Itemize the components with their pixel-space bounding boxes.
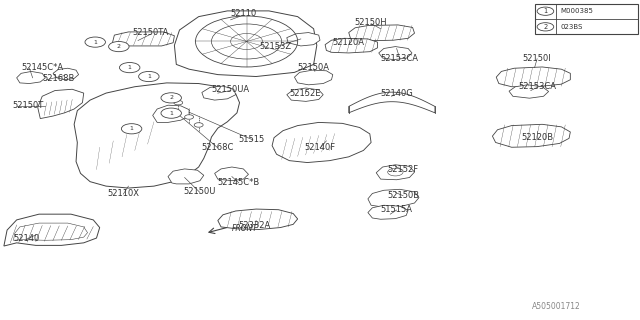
- Text: 52140G: 52140G: [380, 89, 413, 98]
- Polygon shape: [349, 92, 435, 113]
- Polygon shape: [325, 38, 378, 53]
- Polygon shape: [379, 47, 412, 60]
- Text: 52150I: 52150I: [523, 53, 552, 62]
- Text: 52152E: 52152E: [289, 89, 321, 98]
- Text: 52140F: 52140F: [305, 143, 335, 152]
- Text: 52153CA: 52153CA: [381, 53, 419, 62]
- Text: 1: 1: [147, 74, 151, 79]
- Text: 52145C*A: 52145C*A: [22, 63, 64, 72]
- Polygon shape: [13, 223, 88, 240]
- Circle shape: [537, 23, 554, 31]
- Polygon shape: [113, 32, 174, 46]
- Polygon shape: [4, 214, 100, 246]
- Text: 52150B: 52150B: [387, 190, 419, 200]
- Text: 023BS: 023BS: [560, 24, 582, 30]
- Polygon shape: [218, 209, 298, 229]
- Text: 52168C: 52168C: [202, 143, 234, 152]
- Text: 1: 1: [169, 111, 173, 116]
- Text: 52145C*B: 52145C*B: [218, 178, 260, 187]
- Polygon shape: [153, 105, 189, 123]
- Text: 52150A: 52150A: [298, 63, 330, 72]
- Polygon shape: [17, 71, 45, 84]
- Text: 52110: 52110: [230, 9, 257, 18]
- Text: 52153Z: 52153Z: [259, 42, 291, 52]
- Circle shape: [184, 115, 193, 119]
- Text: 2: 2: [117, 44, 121, 49]
- Circle shape: [120, 62, 140, 73]
- Polygon shape: [74, 83, 239, 188]
- Circle shape: [122, 124, 142, 134]
- Text: 52140: 52140: [13, 234, 40, 243]
- Text: 52120B: 52120B: [521, 133, 553, 142]
- Text: 51515: 51515: [238, 135, 264, 144]
- FancyBboxPatch shape: [534, 4, 638, 34]
- Polygon shape: [53, 68, 79, 80]
- Text: A505001712: A505001712: [532, 302, 580, 311]
- Circle shape: [161, 93, 181, 103]
- Polygon shape: [492, 124, 570, 147]
- Text: 52168B: 52168B: [42, 74, 75, 83]
- Polygon shape: [368, 205, 408, 219]
- Text: 52110X: 52110X: [108, 189, 140, 198]
- Circle shape: [85, 37, 106, 47]
- Polygon shape: [214, 167, 248, 181]
- Circle shape: [537, 7, 554, 15]
- Text: 52150H: 52150H: [355, 19, 387, 28]
- Polygon shape: [509, 85, 548, 98]
- Circle shape: [194, 123, 203, 127]
- Polygon shape: [287, 88, 323, 101]
- Circle shape: [173, 100, 182, 105]
- Circle shape: [139, 71, 159, 82]
- Polygon shape: [368, 189, 419, 207]
- Text: 52150T: 52150T: [12, 101, 44, 110]
- Polygon shape: [376, 165, 415, 180]
- Text: 1: 1: [543, 8, 547, 14]
- Text: 52153CA: 52153CA: [518, 82, 556, 91]
- Polygon shape: [38, 89, 84, 119]
- Text: M000385: M000385: [560, 8, 593, 14]
- Text: 2: 2: [543, 24, 548, 30]
- Polygon shape: [287, 33, 320, 46]
- Text: 52150TA: 52150TA: [132, 28, 169, 37]
- Polygon shape: [174, 11, 317, 76]
- Text: 51515A: 51515A: [381, 205, 413, 214]
- Polygon shape: [294, 70, 333, 85]
- Text: 1: 1: [128, 65, 132, 70]
- Text: 52150UA: 52150UA: [212, 85, 250, 94]
- Circle shape: [109, 42, 129, 52]
- Text: 52332A: 52332A: [239, 221, 271, 230]
- Polygon shape: [168, 169, 204, 184]
- Text: 52150U: 52150U: [184, 188, 216, 196]
- Text: 1: 1: [93, 40, 97, 44]
- Text: FRONT: FRONT: [232, 224, 258, 233]
- Polygon shape: [349, 25, 415, 41]
- Polygon shape: [272, 123, 371, 163]
- Polygon shape: [496, 67, 570, 87]
- Text: 2: 2: [169, 95, 173, 100]
- Circle shape: [161, 108, 181, 118]
- Text: 52120A: 52120A: [333, 38, 365, 47]
- Text: 52152F: 52152F: [387, 165, 419, 174]
- Polygon shape: [202, 86, 236, 100]
- Text: 1: 1: [130, 126, 134, 131]
